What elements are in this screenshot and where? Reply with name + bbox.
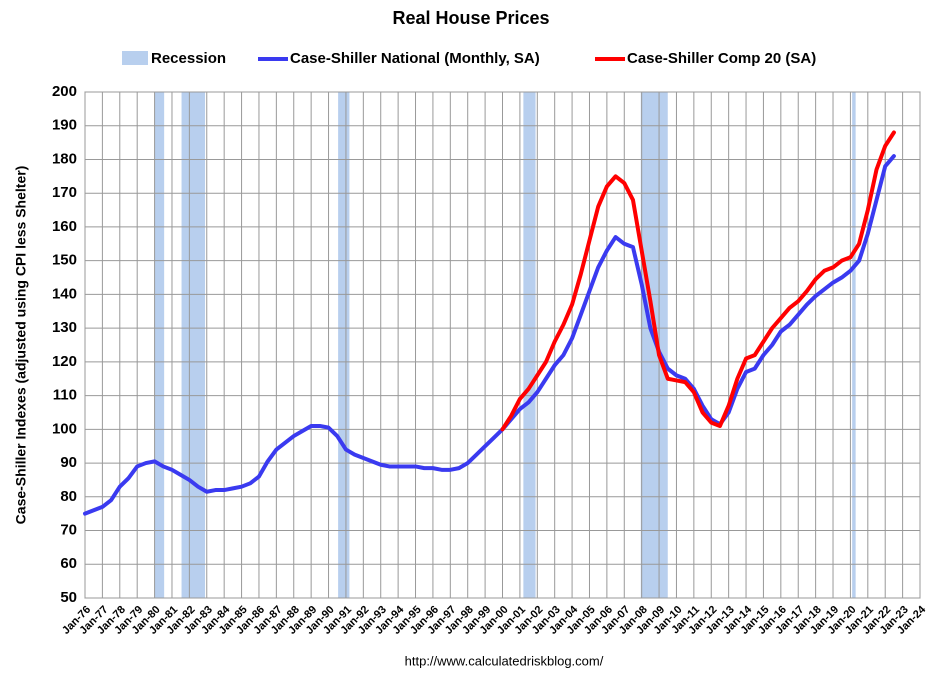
recession-band — [338, 92, 350, 598]
series-line — [83, 154, 896, 516]
legend-label: Case-Shiller Comp 20 (SA) — [627, 50, 816, 67]
y-tick-label: 200 — [52, 83, 77, 100]
y-tick-label: 140 — [52, 285, 77, 302]
legend-label: Case-Shiller National (Monthly, SA) — [290, 50, 540, 67]
legend-swatch — [122, 51, 148, 65]
y-tick-label: 160 — [52, 218, 77, 235]
chart-title: Real House Prices — [392, 8, 549, 28]
y-tick-label: 70 — [60, 522, 77, 539]
recession-band — [181, 92, 206, 598]
recession-band — [640, 92, 668, 598]
y-tick-label: 50 — [60, 589, 77, 606]
y-tick-label: 150 — [52, 252, 77, 269]
y-tick-label: 80 — [60, 488, 77, 505]
y-tick-label: 170 — [52, 184, 77, 201]
y-tick-label: 100 — [52, 420, 77, 437]
recession-band — [852, 92, 856, 598]
y-axis-label: Case-Shiller Indexes (adjusted using CPI… — [13, 166, 29, 525]
y-tick-label: 120 — [52, 353, 77, 370]
recession-band — [154, 92, 165, 598]
y-tick-label: 190 — [52, 117, 77, 134]
y-tick-label: 110 — [53, 387, 77, 404]
y-tick-label: 60 — [60, 555, 77, 572]
series-line — [500, 130, 896, 432]
legend-label: Recession — [151, 50, 226, 67]
y-tick-label: 130 — [52, 319, 77, 336]
y-tick-label: 180 — [52, 150, 77, 167]
recession-band — [523, 92, 536, 598]
y-tick-label: 90 — [60, 454, 77, 471]
source: http://www.calculatedriskblog.com/ — [405, 653, 604, 668]
